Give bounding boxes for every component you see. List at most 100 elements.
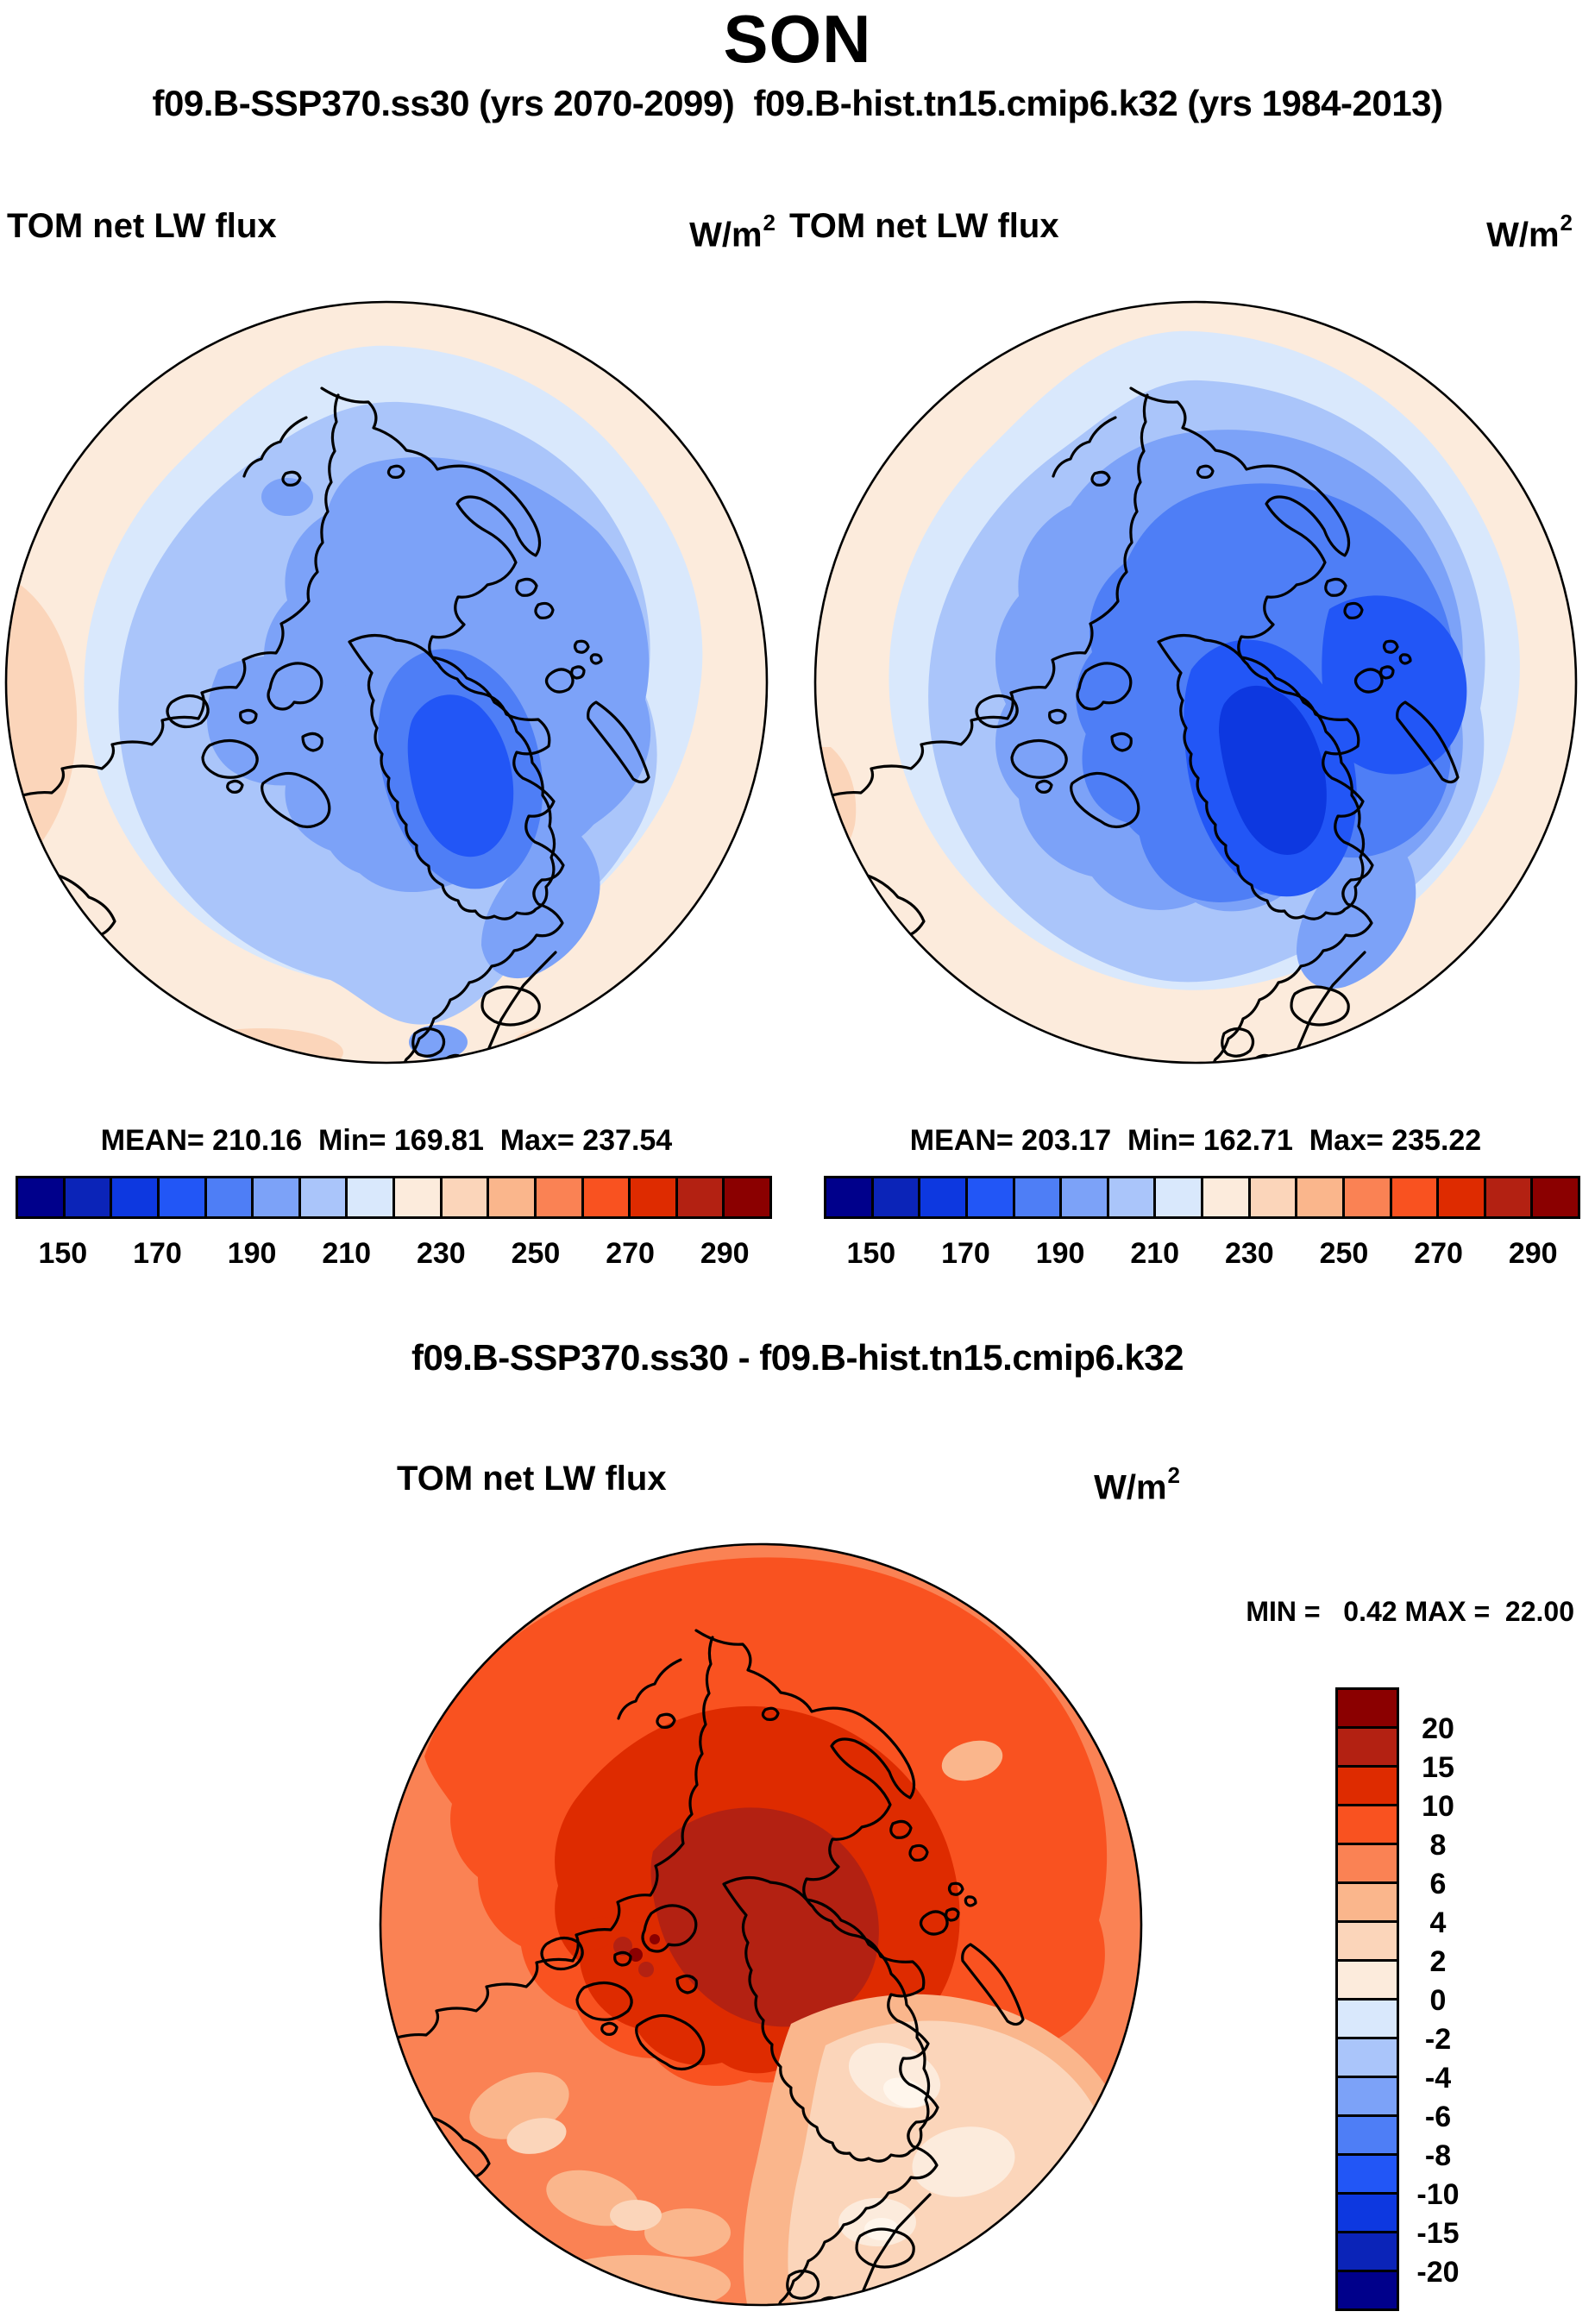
units-label: W/m2 [1094,1458,1180,1508]
colorbar-segment [870,1178,919,1216]
diff-colorbar-ticks: 20 15 10 8 6 4 2 0 -2 -4 -6 -8 -10 -15 -20 [1402,1687,1474,2311]
diff-colorbar-tick: 20 [1422,1712,1454,1745]
units-exponent: 2 [1167,1462,1180,1488]
colorbar-tick: 290 [1508,1237,1558,1270]
colorbar-segment [1059,1178,1107,1216]
diff-colorbar-tick: 2 [1429,1945,1447,1978]
map-hist [813,300,1578,1065]
units-label: W/m2 [1486,205,1573,255]
colorbar-segment [1338,2153,1397,2192]
colorbar-tick: 170 [941,1237,990,1270]
colorbar-segment [1338,2114,1397,2153]
colorbar-tick: 230 [416,1237,466,1270]
variable-label: TOM net LW flux [789,207,1059,245]
colorbar-segment [1338,2037,1397,2076]
colorbar-ssp370 [16,1176,772,1219]
colorbar-segment [1338,2270,1397,2308]
colorbar-segment [964,1178,1013,1216]
diff-colorbar-tick: -6 [1424,2101,1452,2133]
colorbar-tick: 290 [700,1237,750,1270]
map-outline [379,1542,1143,2307]
colorbar-segment [1338,1959,1397,1998]
colorbar-tick: 210 [1130,1237,1180,1270]
colorbar-segment [826,1178,871,1216]
colorbar-tick: 250 [1319,1237,1369,1270]
colorbar-segment [1338,2076,1397,2114]
colorbar-tick: 210 [322,1237,372,1270]
diff-colorbar-tick: -10 [1416,2178,1460,2211]
colorbar-tick: 250 [511,1237,561,1270]
colorbar-segment [345,1178,392,1216]
colorbar-segment [204,1178,252,1216]
colorbar-segment [1295,1178,1342,1216]
colorbar-tick: 230 [1224,1237,1274,1270]
colorbar-segment [110,1178,157,1216]
colorbar-segment [1012,1178,1060,1216]
colorbar-hist [824,1176,1580,1219]
colorbar-segment [1247,1178,1296,1216]
colorbar-tick: 270 [1414,1237,1463,1270]
colorbar-segment [1153,1178,1201,1216]
colorbar-segment [156,1178,204,1216]
page-subtitle: f09.B-SSP370.ss30 (yrs 2070-2099) f09.B-… [152,83,1443,123]
diff-colorbar [1335,1687,1399,2311]
colorbar-segment [1338,1804,1397,1843]
diff-colorbar-tick: -20 [1416,2256,1460,2289]
diff-colorbar-tick: 0 [1429,1984,1447,2017]
colorbar-segment [1338,1920,1397,1959]
colorbar-segment [1436,1178,1484,1216]
variable-label: TOM net LW flux [397,1460,667,1498]
diff-minmax: MIN = 0.42 MAX = 22.00 [1246,1596,1574,1627]
colorbar-segment [1106,1178,1154,1216]
colorbar-segment [439,1178,487,1216]
units-exponent: 2 [1560,210,1573,236]
map-outline [4,300,769,1065]
diff-colorbar-tick: 4 [1429,1906,1447,1939]
colorbar-segment [251,1178,298,1216]
colorbar-segment [1530,1178,1578,1216]
diff-colorbar-tick: 8 [1429,1829,1447,1862]
contour-fill [381,1545,1140,2304]
diff-colorbar-tick: 10 [1422,1790,1454,1823]
diff-colorbar-tick: -8 [1424,2139,1452,2172]
colorbar-segment [392,1178,440,1216]
colorbar-segment [1338,1690,1397,1726]
colorbar-segment [62,1178,110,1216]
contour-fill [816,303,1575,1062]
colorbar-segment [722,1178,769,1216]
colorbar-segment [675,1178,723,1216]
colorbar-tick: 150 [846,1237,896,1270]
units-base: W/m [689,216,763,254]
diff-colorbar-tick: -2 [1424,2023,1452,2056]
diff-colorbar-tick: -15 [1416,2217,1460,2250]
colorbar-tick: 150 [38,1237,88,1270]
colorbar-tick: 190 [1035,1237,1085,1270]
panel-header-ssp370: TOM net LW flux W/m2 [7,205,776,255]
colorbar-segment [1338,1726,1397,1765]
colorbar-ticks-hist: 150 170 190 210 230 250 270 290 [824,1235,1580,1272]
difference-title: f09.B-SSP370.ss30 - f09.B-hist.tn15.cmip… [411,1337,1184,1378]
colorbar-tick: 270 [606,1237,655,1270]
colorbar-segment [628,1178,675,1216]
map-difference [379,1542,1143,2307]
colorbar-segment [1201,1178,1248,1216]
colorbar-segment [1338,2231,1397,2270]
colorbar-segment [1341,1178,1390,1216]
colorbar-segment [533,1178,581,1216]
colorbar-segment [1483,1178,1531,1216]
diff-colorbar-tick: 6 [1429,1868,1447,1900]
colorbar-segment [1389,1178,1437,1216]
units-base: W/m [1094,1468,1167,1507]
colorbar-segment [298,1178,346,1216]
stats-hist: MEAN= 203.17 Min= 162.71 Max= 235.22 [909,1124,1482,1157]
page-title: SON [723,1,872,77]
diff-colorbar-tick: -4 [1424,2062,1452,2095]
variable-label: TOM net LW flux [7,207,277,245]
colorbar-segment [1338,1998,1397,2037]
colorbar-tick: 170 [133,1237,182,1270]
panel-header-diff: TOM net LW flux W/m2 [397,1458,1180,1508]
colorbar-ticks-ssp370: 150 170 190 210 230 250 270 290 [16,1235,772,1272]
units-exponent: 2 [763,210,776,236]
colorbar-segment [918,1178,965,1216]
colorbar-segment [1338,1881,1397,1920]
